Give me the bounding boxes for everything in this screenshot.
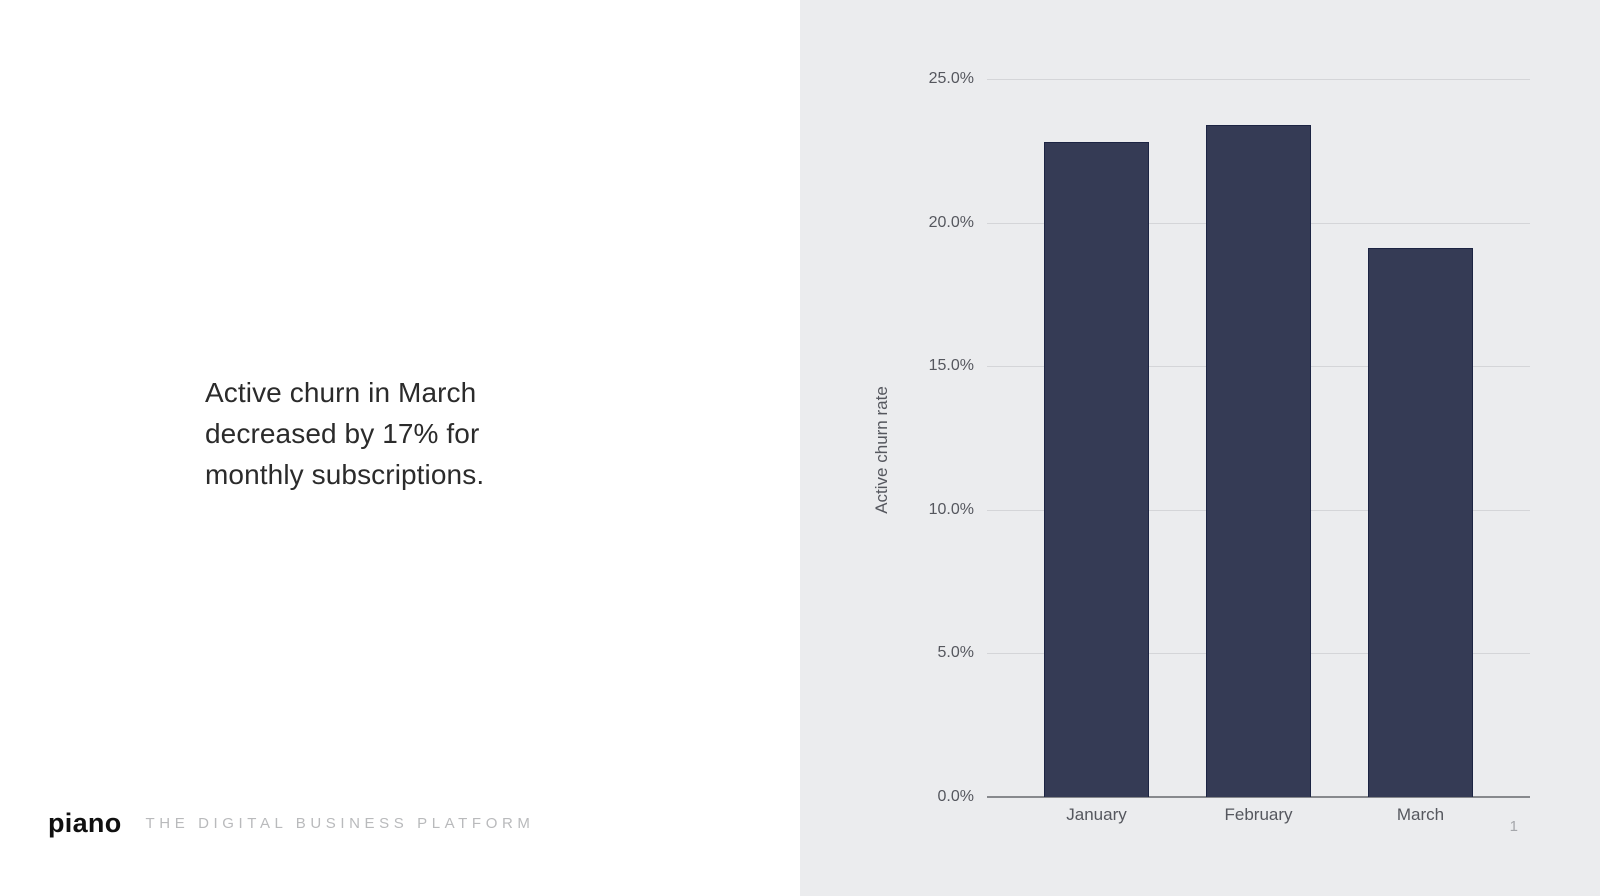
gridline-25.0% xyxy=(987,79,1530,80)
x-label-february: February xyxy=(1224,805,1293,824)
footer: piano THE DIGITAL BUSINESS PLATFORM xyxy=(48,808,535,839)
y-tick-label: 15.0% xyxy=(928,357,974,375)
statement-line-3: monthly subscriptions. xyxy=(205,459,485,490)
x-label-march: March xyxy=(1396,805,1445,824)
bar-january xyxy=(1044,142,1149,797)
statement-line-1: Active churn in March xyxy=(205,377,477,408)
y-tick-label: 25.0% xyxy=(928,70,974,87)
x-label-january: January xyxy=(1066,805,1127,824)
statement-line-2: decreased by 17% for xyxy=(205,418,480,449)
content-panel: Active churn in March decreased by 17% f… xyxy=(48,372,535,839)
piano-logo: piano xyxy=(48,808,122,838)
y-tick-label: 10.0% xyxy=(928,500,974,518)
x-axis-line xyxy=(987,796,1530,798)
page-number: 1 xyxy=(1509,818,1518,835)
chart-panel: Active churn rate 0.0% 5.0% 10.0% 15.0% 20.0… xyxy=(800,0,1600,896)
y-tick-label: 5.0% xyxy=(937,644,974,662)
bar-february xyxy=(1206,124,1311,797)
y-axis-title: Active churn rate xyxy=(872,386,891,514)
plot-area xyxy=(987,79,1530,798)
footer-tagline: THE DIGITAL BUSINESS PLATFORM xyxy=(145,815,535,832)
statement-text: Active churn in March decreased by 17% f… xyxy=(205,372,484,495)
y-tick-label: 20.0% xyxy=(928,213,974,231)
y-tick-label: 0.0% xyxy=(937,788,974,805)
bar-march xyxy=(1368,248,1473,797)
